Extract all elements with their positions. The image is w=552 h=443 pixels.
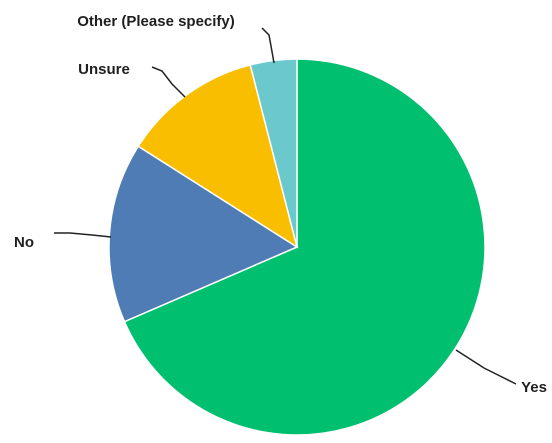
leader-line-0 — [455, 349, 517, 385]
pie-slice-unsure — [137, 63, 299, 249]
slice-label-2: Unsure — [78, 61, 130, 78]
slice-label-0: Yes — [521, 379, 547, 396]
slice-label-3: Other (Please specify) — [77, 13, 235, 30]
slice-labels: Yes No Unsure Other (Please specify) — [14, 13, 547, 396]
slice-label-1: No — [14, 234, 34, 251]
leader-line-2 — [151, 66, 186, 98]
pie-slice-yes — [123, 58, 486, 436]
leader-line-3 — [261, 27, 275, 64]
pie-slice-no — [108, 145, 299, 323]
leader-lines — [54, 27, 517, 385]
pie-slices — [108, 58, 486, 436]
leader-line-1 — [54, 232, 112, 238]
